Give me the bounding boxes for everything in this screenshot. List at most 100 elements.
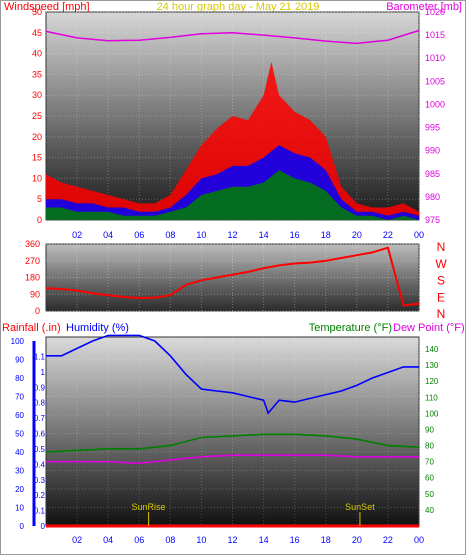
rainfall-tick-label: 1 — [41, 368, 46, 377]
humidity-tick-label: 10 — [15, 504, 24, 513]
wind-tick-label: 10 — [32, 173, 42, 183]
wind-tick-label: 25 — [32, 111, 42, 121]
chart-title: 24 hour graph day - May 21 2019 — [157, 1, 320, 13]
hour-tick-label: 04 — [103, 230, 113, 240]
temperature-tick-label: 110 — [425, 393, 438, 402]
hour-tick-label: 18 — [321, 230, 331, 240]
compass-label: N — [437, 307, 446, 321]
direction-tick-label: 180 — [25, 273, 40, 283]
rainfall-tick-label: 0.5 — [34, 445, 46, 454]
temperature-tick-label: 120 — [425, 377, 439, 386]
humidity-tick-label: 100 — [11, 337, 25, 346]
barometer-tick-label: 995 — [425, 123, 440, 133]
hour-tick-label: 14 — [259, 535, 269, 545]
barometer-tick-label: 1015 — [425, 30, 445, 40]
hour-tick-label: 16 — [290, 535, 300, 545]
hour-tick-label: 00 — [414, 535, 424, 545]
temperature-tick-label: 90 — [425, 425, 434, 434]
humidity-tick-label: 20 — [15, 485, 24, 494]
compass-label: W — [435, 257, 447, 271]
hour-tick-label: 20 — [352, 230, 362, 240]
direction-tick-label: 270 — [25, 256, 40, 266]
direction-tick-label: 0 — [35, 306, 40, 316]
humidity-tick-label: 80 — [15, 374, 24, 383]
barometer-tick-label: 1005 — [425, 76, 445, 86]
compass-label: E — [437, 290, 445, 304]
hour-tick-label: 06 — [134, 230, 144, 240]
rainfall-tick-label: 0 — [41, 522, 46, 531]
panel-background — [45, 336, 420, 527]
temperature-tick-label: 60 — [425, 474, 434, 483]
wind-tick-label: 50 — [32, 7, 42, 17]
barometer-tick-label: 975 — [425, 215, 440, 225]
humidity-tick-label: 30 — [15, 467, 24, 476]
wind-tick-label: 30 — [32, 90, 42, 100]
wind-tick-label: 5 — [37, 194, 42, 204]
hour-tick-label: 12 — [227, 230, 237, 240]
hour-tick-label: 04 — [103, 535, 113, 545]
temperature-tick-label: 130 — [425, 361, 439, 370]
rainfall-tick-label: 0.9 — [34, 383, 46, 392]
series-temperature — [45, 433, 420, 453]
temperature-tick-label: 40 — [425, 506, 434, 515]
rainfall-legend: Rainfall (.in) — [2, 322, 61, 334]
rainfall-tick-label: 0.1 — [34, 507, 46, 516]
barometer-tick-label: 1010 — [425, 53, 445, 63]
rainfall-tick-label: 0.8 — [34, 399, 46, 408]
temperature-tick-label: 50 — [425, 490, 434, 499]
humidity-tick-label: 90 — [15, 356, 24, 365]
compass-label: S — [437, 274, 445, 288]
humidity-tick-label: 50 — [15, 430, 24, 439]
temperature-legend: Temperature (°F) — [309, 322, 392, 334]
wind-axis-label: Windspeed [mph] — [4, 1, 90, 13]
rainfall-tick-label: 0.4 — [34, 460, 46, 469]
hour-tick-label: 12 — [227, 535, 237, 545]
series-dew-point — [46, 454, 419, 465]
rainfall-tick-label: 0.6 — [34, 430, 46, 439]
series-barometer — [45, 29, 420, 45]
barometer-tick-label: 985 — [425, 169, 440, 179]
humidity-legend: Humidity (%) — [66, 322, 129, 334]
barometer-tick-label: 1000 — [425, 99, 445, 109]
compass-label: N — [437, 240, 446, 254]
wind-tick-label: 40 — [32, 49, 42, 59]
hour-tick-label: 10 — [196, 535, 206, 545]
wind-tick-label: 0 — [37, 215, 42, 225]
rainfall-tick-label: 0.2 — [34, 491, 46, 500]
hour-tick-label: 08 — [165, 230, 175, 240]
hour-tick-label: 02 — [72, 535, 82, 545]
series-wind-minimum — [46, 170, 419, 220]
temperature-tick-label: 140 — [425, 345, 439, 354]
hour-tick-label: 06 — [134, 535, 144, 545]
barometer-tick-label: 990 — [425, 146, 440, 156]
hour-tick-label: 18 — [321, 535, 331, 545]
humidity-temperature-panel: 0 0.1 0.2 0.3 0.4 0.5 0.6 0.7 0.8 0.9 1 1.1 0 10 20 30… — [11, 334, 439, 545]
humidity-tick-label: 0 — [20, 522, 25, 531]
wind-tick-label: 15 — [32, 153, 42, 163]
hour-tick-label: 22 — [383, 230, 393, 240]
hour-tick-label: 00 — [414, 230, 424, 240]
temperature-tick-label: 80 — [425, 442, 434, 451]
hour-tick-label: 14 — [259, 230, 269, 240]
series-wind-direction — [45, 246, 420, 307]
wind-tick-label: 20 — [32, 132, 42, 142]
barometer-axis-label: Barometer [mb] — [386, 1, 462, 13]
hour-tick-label: 08 — [165, 535, 175, 545]
temperature-tick-label: 70 — [425, 458, 434, 467]
hour-tick-label: 10 — [196, 230, 206, 240]
rainfall-tick-label: 1.1 — [34, 352, 46, 361]
humidity-tick-label: 60 — [15, 411, 24, 420]
wind-tick-label: 35 — [32, 69, 42, 79]
wind-tick-label: 45 — [32, 28, 42, 38]
hour-tick-label: 20 — [352, 535, 362, 545]
hour-tick-label: 22 — [383, 535, 393, 545]
sunset-label: SunSet — [345, 502, 375, 512]
rainfall-tick-label: 0.3 — [34, 476, 46, 485]
humidity-tick-label: 70 — [15, 393, 24, 402]
direction-tick-label: 90 — [30, 289, 40, 299]
barometer-tick-label: 980 — [425, 192, 440, 202]
direction-tick-label: 360 — [25, 239, 40, 249]
